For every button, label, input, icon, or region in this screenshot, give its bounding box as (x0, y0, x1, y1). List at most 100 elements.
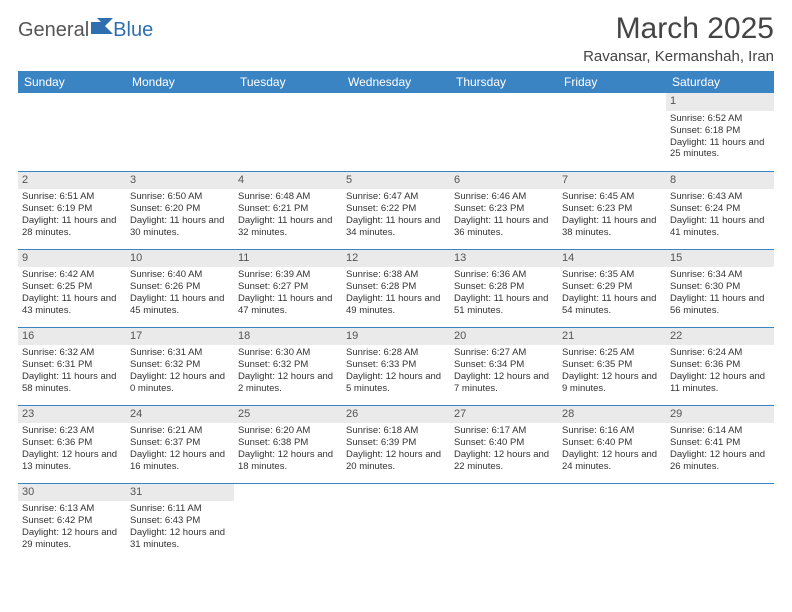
calendar-empty-cell (558, 93, 666, 171)
day-detail: Sunrise: 6:47 AMSunset: 6:22 PMDaylight:… (346, 191, 446, 239)
day-detail: Sunrise: 6:45 AMSunset: 6:23 PMDaylight:… (562, 191, 662, 239)
day-number: 23 (18, 406, 126, 424)
day-detail: Sunrise: 6:51 AMSunset: 6:19 PMDaylight:… (22, 191, 122, 239)
day-detail: Sunrise: 6:28 AMSunset: 6:33 PMDaylight:… (346, 347, 446, 395)
calendar-day-cell: 27Sunrise: 6:17 AMSunset: 6:40 PMDayligh… (450, 405, 558, 483)
calendar-week-row: 23Sunrise: 6:23 AMSunset: 6:36 PMDayligh… (18, 405, 774, 483)
calendar-day-cell: 7Sunrise: 6:45 AMSunset: 6:23 PMDaylight… (558, 171, 666, 249)
day-number: 20 (450, 328, 558, 346)
calendar-week-row: 16Sunrise: 6:32 AMSunset: 6:31 PMDayligh… (18, 327, 774, 405)
calendar-day-cell: 23Sunrise: 6:23 AMSunset: 6:36 PMDayligh… (18, 405, 126, 483)
day-number: 28 (558, 406, 666, 424)
calendar-head: SundayMondayTuesdayWednesdayThursdayFrid… (18, 71, 774, 93)
day-number: 27 (450, 406, 558, 424)
day-number: 2 (18, 172, 126, 190)
day-of-week-row: SundayMondayTuesdayWednesdayThursdayFrid… (18, 71, 774, 93)
day-number: 1 (666, 93, 774, 111)
day-number: 17 (126, 328, 234, 346)
calendar-day-cell: 19Sunrise: 6:28 AMSunset: 6:33 PMDayligh… (342, 327, 450, 405)
day-of-week-header: Saturday (666, 71, 774, 93)
day-detail: Sunrise: 6:17 AMSunset: 6:40 PMDaylight:… (454, 425, 554, 473)
day-detail: Sunrise: 6:48 AMSunset: 6:21 PMDaylight:… (238, 191, 338, 239)
calendar-day-cell: 8Sunrise: 6:43 AMSunset: 6:24 PMDaylight… (666, 171, 774, 249)
day-detail: Sunrise: 6:50 AMSunset: 6:20 PMDaylight:… (130, 191, 230, 239)
day-number: 24 (126, 406, 234, 424)
day-number: 4 (234, 172, 342, 190)
calendar-week-row: 1 Sunrise: 6:52 AMSunset: 6:18 PMDaylight… (18, 93, 774, 171)
location-text: Ravansar, Kermanshah, Iran (583, 48, 774, 65)
day-detail: Sunrise: 6:24 AMSunset: 6:36 PMDaylight:… (670, 347, 770, 395)
day-detail: Sunrise: 6:36 AMSunset: 6:28 PMDaylight:… (454, 269, 554, 317)
brand-part2: Blue (113, 19, 153, 42)
day-of-week-header: Friday (558, 71, 666, 93)
calendar-day-cell: 31Sunrise: 6:11 AMSunset: 6:43 PMDayligh… (126, 483, 234, 561)
page-header: General Blue March 2025 Ravansar, Kerman… (18, 12, 774, 65)
day-detail: Sunrise: 6:43 AMSunset: 6:24 PMDaylight:… (670, 191, 770, 239)
brand-logo: General Blue (18, 18, 153, 42)
day-of-week-header: Sunday (18, 71, 126, 93)
calendar-day-cell: 20Sunrise: 6:27 AMSunset: 6:34 PMDayligh… (450, 327, 558, 405)
day-of-week-header: Wednesday (342, 71, 450, 93)
calendar-day-cell: 16Sunrise: 6:32 AMSunset: 6:31 PMDayligh… (18, 327, 126, 405)
calendar-day-cell: 30Sunrise: 6:13 AMSunset: 6:42 PMDayligh… (18, 483, 126, 561)
day-detail: Sunrise: 6:21 AMSunset: 6:37 PMDaylight:… (130, 425, 230, 473)
day-number: 25 (234, 406, 342, 424)
calendar-day-cell: 14Sunrise: 6:35 AMSunset: 6:29 PMDayligh… (558, 249, 666, 327)
calendar-day-cell: 6Sunrise: 6:46 AMSunset: 6:23 PMDaylight… (450, 171, 558, 249)
day-detail: Sunrise: 6:18 AMSunset: 6:39 PMDaylight:… (346, 425, 446, 473)
day-number: 7 (558, 172, 666, 190)
calendar-empty-cell (450, 93, 558, 171)
calendar-day-cell: 13Sunrise: 6:36 AMSunset: 6:28 PMDayligh… (450, 249, 558, 327)
calendar-day-cell: 10Sunrise: 6:40 AMSunset: 6:26 PMDayligh… (126, 249, 234, 327)
title-block: March 2025 Ravansar, Kermanshah, Iran (583, 12, 774, 65)
day-detail: Sunrise: 6:52 AMSunset: 6:18 PMDaylight:… (670, 113, 770, 161)
day-number: 10 (126, 250, 234, 268)
day-number: 29 (666, 406, 774, 424)
day-detail: Sunrise: 6:39 AMSunset: 6:27 PMDaylight:… (238, 269, 338, 317)
day-number: 31 (126, 484, 234, 502)
day-detail: Sunrise: 6:35 AMSunset: 6:29 PMDaylight:… (562, 269, 662, 317)
calendar-empty-cell (234, 93, 342, 171)
day-number: 19 (342, 328, 450, 346)
day-number: 8 (666, 172, 774, 190)
day-number: 5 (342, 172, 450, 190)
flag-icon (91, 18, 113, 34)
day-detail: Sunrise: 6:32 AMSunset: 6:31 PMDaylight:… (22, 347, 122, 395)
day-detail: Sunrise: 6:34 AMSunset: 6:30 PMDaylight:… (670, 269, 770, 317)
day-of-week-header: Thursday (450, 71, 558, 93)
calendar-empty-cell (666, 483, 774, 561)
day-detail: Sunrise: 6:27 AMSunset: 6:34 PMDaylight:… (454, 347, 554, 395)
calendar-day-cell: 4Sunrise: 6:48 AMSunset: 6:21 PMDaylight… (234, 171, 342, 249)
day-detail: Sunrise: 6:25 AMSunset: 6:35 PMDaylight:… (562, 347, 662, 395)
calendar-empty-cell (234, 483, 342, 561)
day-detail: Sunrise: 6:14 AMSunset: 6:41 PMDaylight:… (670, 425, 770, 473)
calendar-empty-cell (342, 483, 450, 561)
calendar-day-cell: 2Sunrise: 6:51 AMSunset: 6:19 PMDaylight… (18, 171, 126, 249)
calendar-table: SundayMondayTuesdayWednesdayThursdayFrid… (18, 71, 774, 561)
day-number: 15 (666, 250, 774, 268)
day-number: 9 (18, 250, 126, 268)
calendar-week-row: 2Sunrise: 6:51 AMSunset: 6:19 PMDaylight… (18, 171, 774, 249)
calendar-day-cell: 29Sunrise: 6:14 AMSunset: 6:41 PMDayligh… (666, 405, 774, 483)
day-number: 12 (342, 250, 450, 268)
day-detail: Sunrise: 6:16 AMSunset: 6:40 PMDaylight:… (562, 425, 662, 473)
day-detail: Sunrise: 6:42 AMSunset: 6:25 PMDaylight:… (22, 269, 122, 317)
brand-part1: General (18, 19, 89, 42)
day-number: 18 (234, 328, 342, 346)
day-number: 26 (342, 406, 450, 424)
day-detail: Sunrise: 6:13 AMSunset: 6:42 PMDaylight:… (22, 503, 122, 551)
day-detail: Sunrise: 6:38 AMSunset: 6:28 PMDaylight:… (346, 269, 446, 317)
calendar-day-cell: 5Sunrise: 6:47 AMSunset: 6:22 PMDaylight… (342, 171, 450, 249)
calendar-empty-cell (126, 93, 234, 171)
day-detail: Sunrise: 6:11 AMSunset: 6:43 PMDaylight:… (130, 503, 230, 551)
calendar-body: 1 Sunrise: 6:52 AMSunset: 6:18 PMDaylight… (18, 93, 774, 561)
day-detail: Sunrise: 6:40 AMSunset: 6:26 PMDaylight:… (130, 269, 230, 317)
day-number: 22 (666, 328, 774, 346)
calendar-day-cell: 28Sunrise: 6:16 AMSunset: 6:40 PMDayligh… (558, 405, 666, 483)
day-detail: Sunrise: 6:31 AMSunset: 6:32 PMDaylight:… (130, 347, 230, 395)
calendar-day-cell: 17Sunrise: 6:31 AMSunset: 6:32 PMDayligh… (126, 327, 234, 405)
calendar-day-cell: 3Sunrise: 6:50 AMSunset: 6:20 PMDaylight… (126, 171, 234, 249)
day-number: 30 (18, 484, 126, 502)
day-number: 13 (450, 250, 558, 268)
calendar-day-cell: 26Sunrise: 6:18 AMSunset: 6:39 PMDayligh… (342, 405, 450, 483)
